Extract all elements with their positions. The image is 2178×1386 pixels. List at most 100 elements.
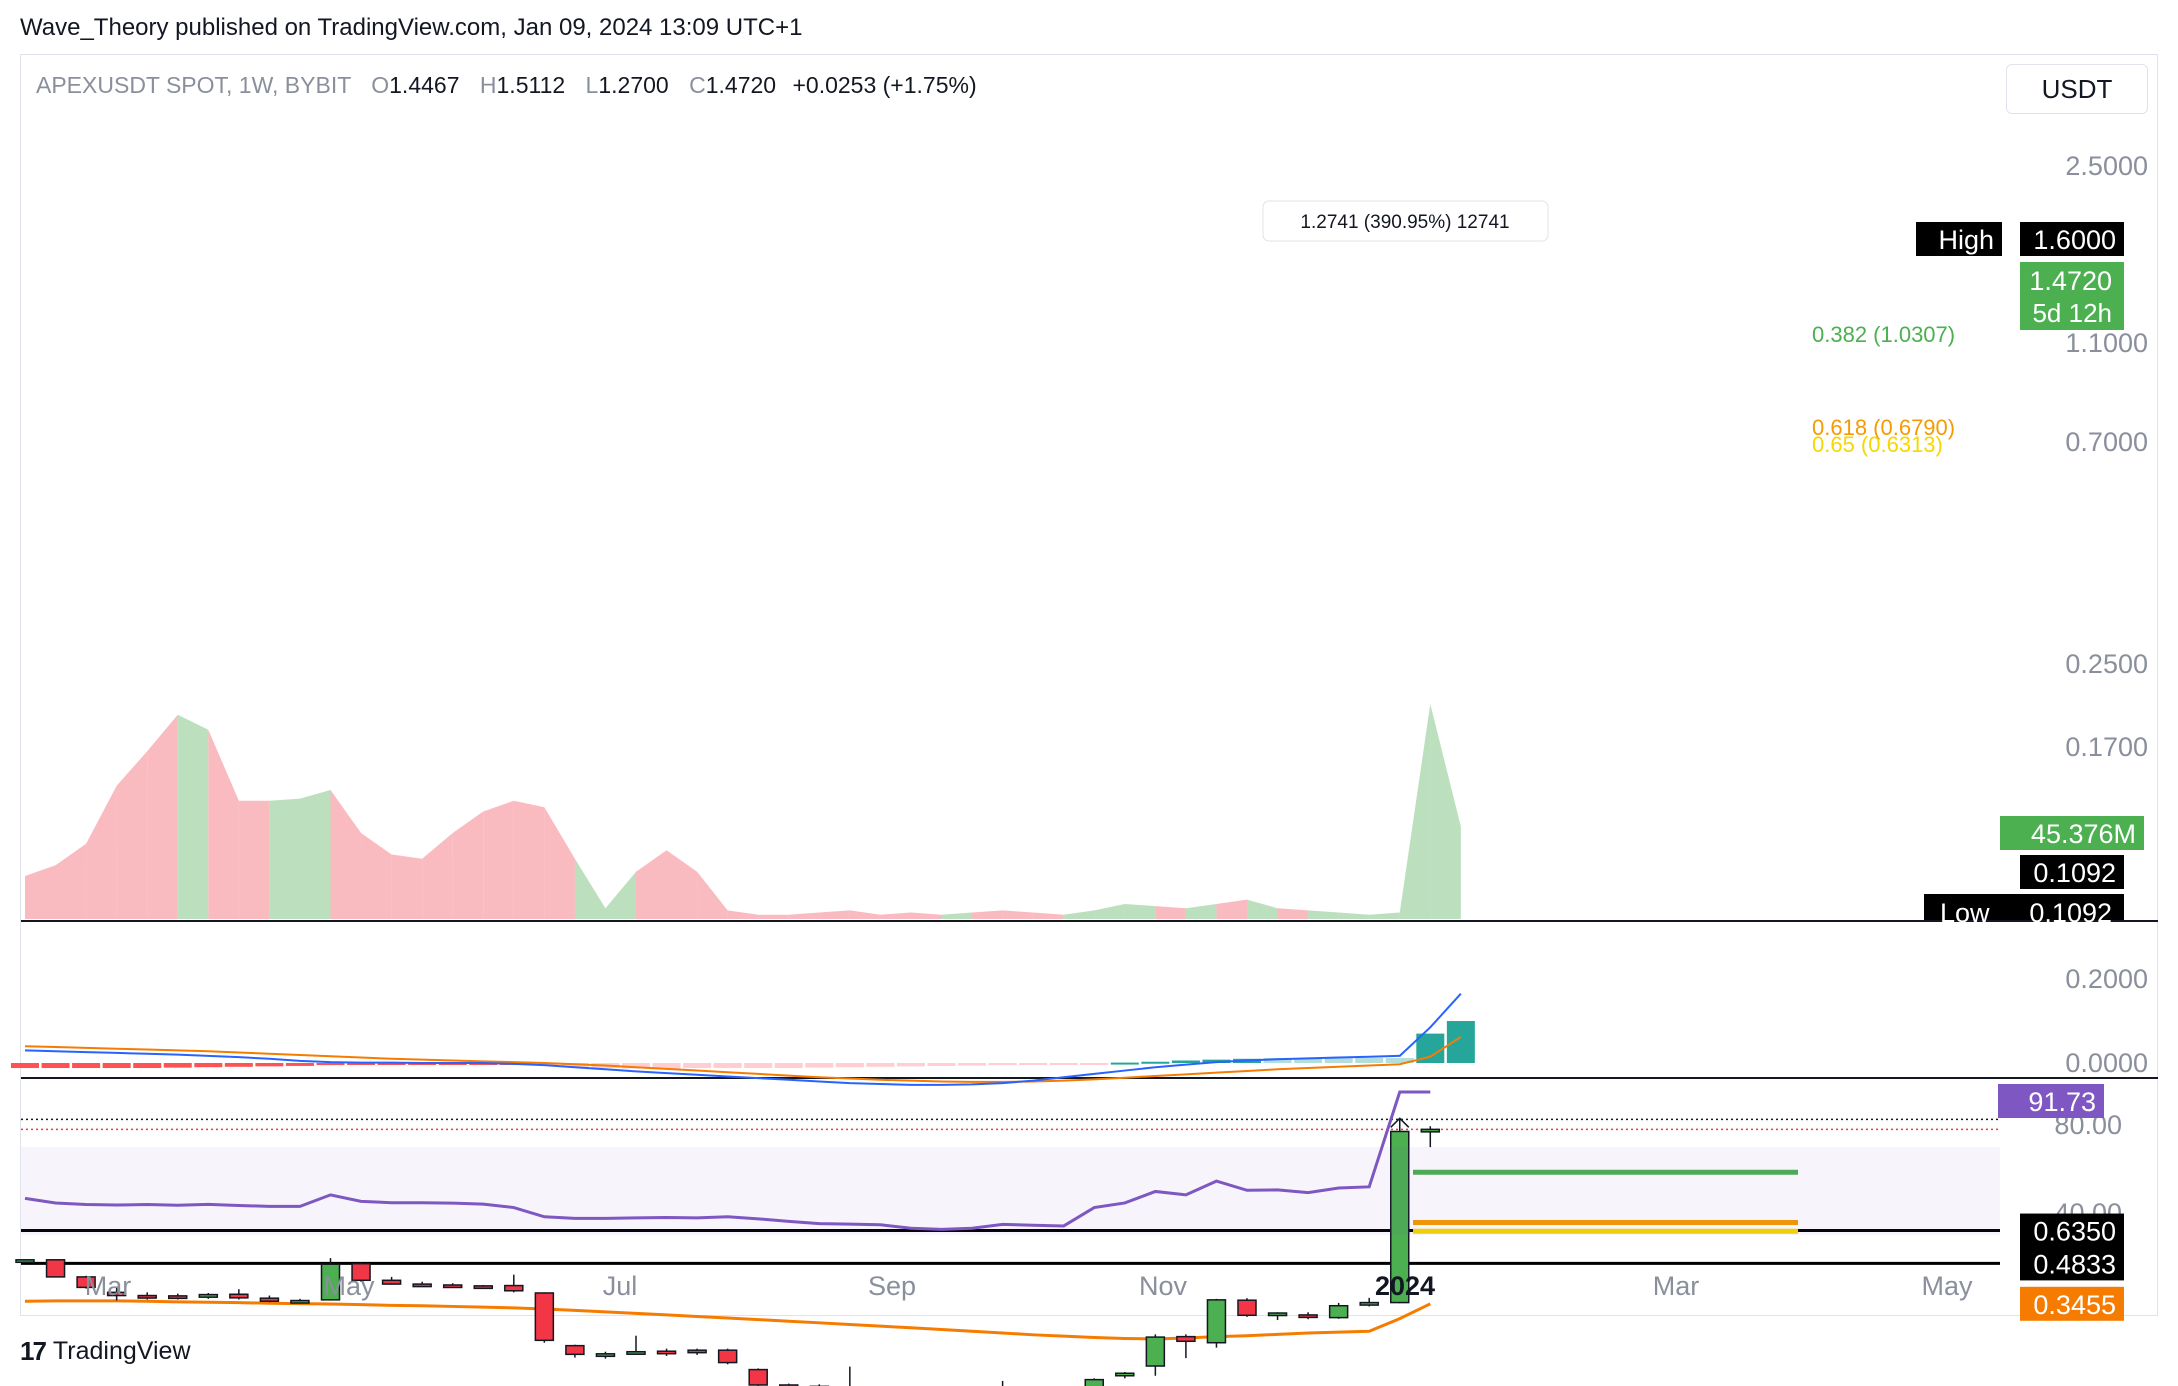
volume-segment xyxy=(25,865,56,919)
candle xyxy=(137,1292,157,1300)
candles-layer xyxy=(15,1119,1441,1386)
volume-segment xyxy=(1399,704,1431,919)
legend-open-label: O xyxy=(371,72,390,98)
volume-segment xyxy=(177,714,209,919)
price-axis-tick: 2.5000 xyxy=(2065,151,2148,181)
candle xyxy=(1115,1372,1135,1379)
tradingview-logo-icon: 17 xyxy=(20,1336,47,1366)
candle xyxy=(595,1351,616,1359)
volume-segment xyxy=(86,785,117,919)
macd-histogram-bar xyxy=(41,1063,70,1069)
candle xyxy=(779,1383,799,1386)
macd-signal-line xyxy=(24,1036,1462,1083)
candle-body xyxy=(779,1384,799,1386)
candle xyxy=(565,1344,585,1358)
candle-body xyxy=(1328,1304,1349,1319)
candle-body xyxy=(259,1297,280,1302)
volume-segment xyxy=(391,854,423,919)
macd-histogram-bar xyxy=(1110,1062,1139,1065)
macd-histogram-bar xyxy=(1446,1021,1475,1063)
time-axis-tick: May xyxy=(1921,1271,1973,1301)
legend-close: 1.4720 xyxy=(705,72,777,98)
low-value-label: 0.1092 xyxy=(2033,858,2116,888)
macd-histogram-bar xyxy=(1019,1063,1048,1065)
candle-body xyxy=(1420,1128,1441,1133)
price-axis-tick: 0.7000 xyxy=(2065,427,2148,457)
macd-histogram-bar xyxy=(622,1063,650,1069)
candle xyxy=(106,1287,127,1301)
candle xyxy=(15,1259,35,1264)
volume-segment xyxy=(483,800,514,919)
measure-arrow-icon xyxy=(1390,1117,1410,1128)
level-1-label: 0.6350 xyxy=(2033,1217,2116,1247)
volume-segment xyxy=(1369,912,1400,919)
candle xyxy=(504,1274,524,1293)
candle-body xyxy=(504,1284,524,1292)
time-axis-tick: Mar xyxy=(1653,1271,1700,1301)
rsi-value-label: 91.73 xyxy=(2028,1087,2096,1117)
candle xyxy=(1390,1119,1410,1304)
footer-brand: TradingView xyxy=(52,1337,191,1365)
volume-segment xyxy=(544,807,575,919)
volume-segment xyxy=(208,729,239,919)
candle-body xyxy=(626,1350,646,1355)
time-axis-tick: Jul xyxy=(603,1271,638,1301)
macd-histogram-bar xyxy=(683,1063,712,1069)
plot-dividers xyxy=(21,920,2158,1079)
candle-body xyxy=(1084,1378,1104,1386)
candle-body xyxy=(1115,1372,1135,1377)
volume-segment xyxy=(1124,903,1156,919)
volume-segment xyxy=(147,714,178,919)
fib-level-label: 0.382 (1.0307) xyxy=(1812,322,1955,347)
candle xyxy=(1001,1380,1004,1386)
rsi-pane xyxy=(21,1090,2000,1235)
volume-segment xyxy=(299,790,331,919)
candle xyxy=(351,1262,371,1282)
candle-body xyxy=(76,1276,96,1289)
low-price-label: 0.1092 xyxy=(2029,898,2112,928)
candle-body xyxy=(442,1284,463,1289)
fib-level-label: 0.618 (0.6790) xyxy=(1812,415,1955,440)
tradingview-footer[interactable]: 17 TradingView xyxy=(20,1336,191,1367)
candle-body xyxy=(320,1263,341,1301)
ema-layer xyxy=(24,1299,1431,1341)
macd-histogram-bar xyxy=(866,1063,895,1067)
chart-frame[interactable] xyxy=(20,54,2158,1316)
macd-histogram-bar xyxy=(1294,1057,1323,1063)
volume-segment xyxy=(574,858,606,919)
last-price-badge-bg xyxy=(2020,262,2124,330)
measure-tooltip-box xyxy=(1262,200,1549,242)
legend-high-label: H xyxy=(479,72,497,98)
volume-segment xyxy=(1063,910,1095,919)
high-tag-label-bg xyxy=(1916,222,2002,256)
macd-histogram-bar xyxy=(744,1063,773,1069)
macd-histogram-bar xyxy=(11,1063,39,1069)
measure-tooltip-text: 1.2741 (390.95%) 12741 xyxy=(1300,212,1509,233)
macd-histogram-bar xyxy=(774,1063,803,1069)
volume-segment xyxy=(1094,903,1125,919)
candle-body xyxy=(1267,1312,1288,1317)
volume-segment xyxy=(269,798,300,919)
volume-segment xyxy=(910,912,942,919)
candle xyxy=(1298,1312,1318,1320)
candle-body xyxy=(687,1349,707,1354)
volume-segment xyxy=(513,800,545,919)
volume-segment xyxy=(1185,903,1217,919)
macd-histogram-bar xyxy=(958,1063,987,1066)
candle-body xyxy=(1390,1130,1410,1304)
price-axis-tick: 1.1000 xyxy=(2065,328,2148,358)
candle xyxy=(198,1292,219,1299)
volume-label-bg xyxy=(2000,816,2144,850)
candle xyxy=(534,1292,555,1343)
macd-histogram-bar xyxy=(1263,1057,1292,1063)
candle-body xyxy=(229,1293,249,1299)
high-tag-label: High xyxy=(1938,225,1994,255)
candle xyxy=(229,1289,249,1300)
volume-segment xyxy=(758,914,789,919)
currency-button[interactable]: USDT xyxy=(2006,64,2148,114)
macd-histogram-bar xyxy=(1324,1057,1353,1063)
volume-segment xyxy=(636,850,667,919)
candle xyxy=(1359,1297,1379,1307)
high-price-label-bg xyxy=(2020,222,2124,256)
